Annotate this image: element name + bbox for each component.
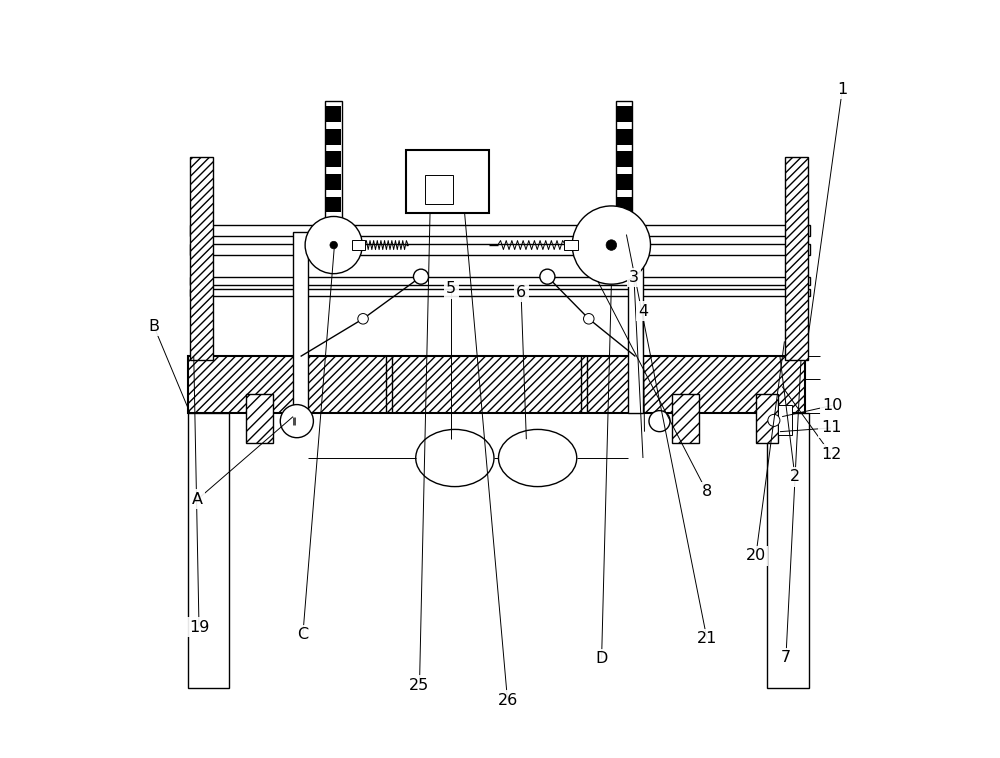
Text: 12: 12 [821, 446, 841, 462]
Circle shape [606, 240, 617, 250]
Text: 6: 6 [516, 285, 526, 300]
Circle shape [305, 217, 362, 274]
Text: 1: 1 [837, 82, 847, 97]
Circle shape [280, 405, 313, 437]
Bar [406, 149, 489, 214]
Text: 4: 4 [638, 304, 648, 319]
Bar [325, 101, 342, 236]
Bar [672, 394, 699, 443]
Bar [756, 394, 778, 443]
Bar [326, 219, 341, 235]
Circle shape [413, 269, 429, 284]
Text: 3: 3 [629, 270, 639, 285]
Bar [190, 289, 810, 296]
Text: 2: 2 [790, 469, 800, 484]
Text: 11: 11 [821, 421, 841, 435]
Bar [190, 225, 810, 236]
Bar [326, 196, 341, 212]
Bar [617, 106, 632, 122]
Bar [326, 174, 341, 190]
Bar [628, 232, 643, 413]
Bar [188, 356, 805, 413]
Ellipse shape [498, 430, 577, 487]
Circle shape [649, 411, 670, 431]
Bar [425, 175, 453, 204]
Bar [617, 219, 632, 235]
Bar [246, 394, 273, 443]
Text: 5: 5 [446, 281, 456, 296]
Bar [326, 106, 341, 122]
Text: 21: 21 [697, 631, 717, 646]
Text: B: B [148, 319, 159, 334]
Circle shape [358, 314, 368, 324]
Circle shape [330, 241, 337, 249]
Ellipse shape [416, 430, 494, 487]
Bar [564, 240, 578, 250]
Bar [617, 196, 632, 212]
Text: C: C [297, 628, 308, 642]
Bar [617, 152, 632, 168]
Bar [190, 157, 213, 360]
Bar [326, 152, 341, 168]
Text: 25: 25 [409, 678, 430, 693]
Text: 8: 8 [702, 484, 712, 500]
Circle shape [540, 269, 555, 284]
Circle shape [584, 314, 594, 324]
Text: 26: 26 [497, 693, 518, 708]
Bar [190, 243, 810, 255]
Bar [785, 157, 808, 360]
Bar [188, 413, 229, 688]
Bar [293, 232, 308, 413]
Text: A: A [192, 492, 203, 507]
Bar [616, 101, 632, 236]
Bar [617, 174, 632, 190]
Bar [767, 413, 809, 688]
Text: D: D [595, 651, 608, 666]
Text: 10: 10 [822, 398, 843, 413]
Bar [778, 406, 792, 435]
Bar [352, 240, 365, 250]
Text: 20: 20 [746, 548, 766, 563]
Bar [617, 129, 632, 145]
Circle shape [572, 206, 650, 284]
Text: 19: 19 [189, 620, 209, 634]
Circle shape [768, 415, 780, 427]
Bar [326, 129, 341, 145]
Text: 7: 7 [781, 650, 791, 665]
Bar [190, 277, 810, 285]
